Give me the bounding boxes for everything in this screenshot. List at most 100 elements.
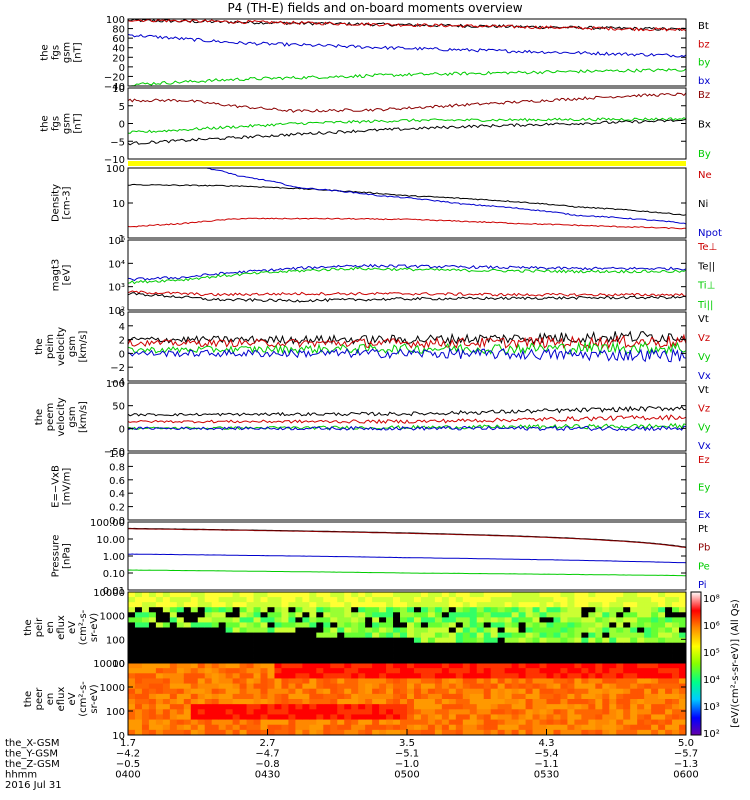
spectrogram-cell <box>323 668 331 674</box>
spectrogram-cell <box>309 647 317 654</box>
spectrogram-cell <box>309 704 317 710</box>
spectrogram-cell <box>246 714 254 720</box>
y-axis-label: velocity <box>56 327 67 366</box>
spectrogram-cell <box>267 632 275 639</box>
spectrogram-cell <box>483 663 492 669</box>
y-axis-label: [km/s] <box>78 330 89 362</box>
spectrogram-cell <box>651 699 659 705</box>
spectrogram-cell <box>295 699 303 705</box>
spectrogram-cell <box>295 693 303 700</box>
spectrogram-cell <box>253 719 261 726</box>
spectrogram-cell <box>665 652 673 659</box>
spectrogram-cell <box>518 719 526 726</box>
spectrogram-cell <box>365 673 373 679</box>
panel-frame <box>127 521 687 591</box>
spectrogram-cell <box>455 642 464 649</box>
spectrogram-cell <box>176 719 185 726</box>
spectrogram-cell <box>588 612 596 618</box>
spectrogram-cell <box>183 673 192 679</box>
spectrogram-cell <box>616 673 624 679</box>
spectrogram-cell <box>134 642 143 649</box>
spectrogram-cell <box>623 642 631 649</box>
spectrogram-cell <box>602 693 610 700</box>
footer-z-gsm: −1.0 <box>395 759 419 770</box>
spectrogram-cell <box>232 602 241 608</box>
spectrogram-cell <box>239 668 247 674</box>
series-line-Te|| <box>127 292 687 303</box>
spectrogram-cell <box>148 657 157 664</box>
spectrogram-cell <box>183 724 192 731</box>
spectrogram-cell <box>372 602 380 608</box>
spectrogram-cell <box>595 678 603 684</box>
spectrogram-cell <box>253 642 261 649</box>
spectrogram-cell <box>169 673 178 679</box>
spectrogram-cell <box>427 627 436 633</box>
spectrogram-cell <box>344 704 352 710</box>
spectrogram-cell <box>379 612 387 618</box>
spectrogram-cell <box>141 693 150 700</box>
spectrogram-cell <box>518 597 526 603</box>
y-axis-label: Density <box>51 184 62 222</box>
spectrogram-cell <box>330 673 338 679</box>
spectrogram-cell <box>400 729 408 736</box>
spectrogram-cell <box>176 652 185 659</box>
spectrogram-cell <box>574 612 582 618</box>
spectrogram-cell <box>267 597 275 603</box>
y-axis-label: gsm <box>62 113 73 134</box>
spectrogram-cell <box>602 699 610 705</box>
spectrogram-cell <box>602 602 610 608</box>
y-tick-label: −50 <box>104 447 125 458</box>
spectrogram-cell <box>497 714 506 720</box>
spectrogram-cell <box>176 617 185 623</box>
y-axis-label: eflux <box>56 615 67 640</box>
spectrogram-cell <box>644 622 652 628</box>
spectrogram-cell <box>302 602 310 608</box>
spectrogram-cell <box>141 724 150 731</box>
spectrogram-cell <box>309 693 317 700</box>
spectrogram-cell <box>497 592 506 598</box>
spectrogram-cell <box>476 673 485 679</box>
spectrogram-cell <box>609 632 617 639</box>
spectrogram-cell <box>574 709 582 715</box>
spectrogram-cell <box>616 729 624 736</box>
spectrogram-cell <box>574 622 582 628</box>
spectrogram-cell <box>609 729 617 736</box>
footer-row-label: the_Z-GSM <box>5 759 60 770</box>
spectrogram-cell <box>148 622 157 628</box>
spectrogram-cell <box>358 592 366 598</box>
spectrogram-cell <box>644 683 652 690</box>
spectrogram-cell <box>239 637 247 644</box>
spectrogram-cell <box>588 729 596 736</box>
spectrogram-cell <box>616 597 624 603</box>
spectrogram-cell <box>169 719 178 726</box>
spectrogram-cell <box>441 719 450 726</box>
spectrogram-cell <box>330 637 338 644</box>
spectrogram-cell <box>441 663 450 669</box>
spectrogram-cell <box>679 709 687 715</box>
spectrogram-cell <box>407 657 415 664</box>
spectrogram-cell <box>400 652 408 659</box>
spectrogram-cell <box>532 714 540 720</box>
spectrogram-cell <box>623 678 631 684</box>
spectrogram-cell <box>525 657 533 664</box>
spectrogram-cell <box>490 699 499 705</box>
spectrogram-cell <box>539 714 547 720</box>
spectrogram-cell <box>407 714 415 720</box>
spectrogram-cell <box>148 637 157 644</box>
spectrogram-cell <box>679 693 687 700</box>
spectrogram-cell <box>225 673 234 679</box>
spectrogram-cell <box>651 622 659 628</box>
spectrogram-cell <box>413 668 422 674</box>
spectrogram-cell <box>323 714 331 720</box>
spectrogram-cell <box>469 663 478 669</box>
spectrogram-cell <box>330 647 338 654</box>
spectrogram-cell <box>211 657 220 664</box>
spectrogram-cell <box>679 699 687 705</box>
spectrogram-cell <box>246 699 254 705</box>
spectrogram-cell <box>330 719 338 726</box>
spectrogram-cell <box>462 683 471 690</box>
spectrogram-cell <box>567 719 575 726</box>
spectrogram-cell <box>560 668 568 674</box>
spectrogram-cell <box>253 714 261 720</box>
spectrogram-cell <box>546 657 554 664</box>
